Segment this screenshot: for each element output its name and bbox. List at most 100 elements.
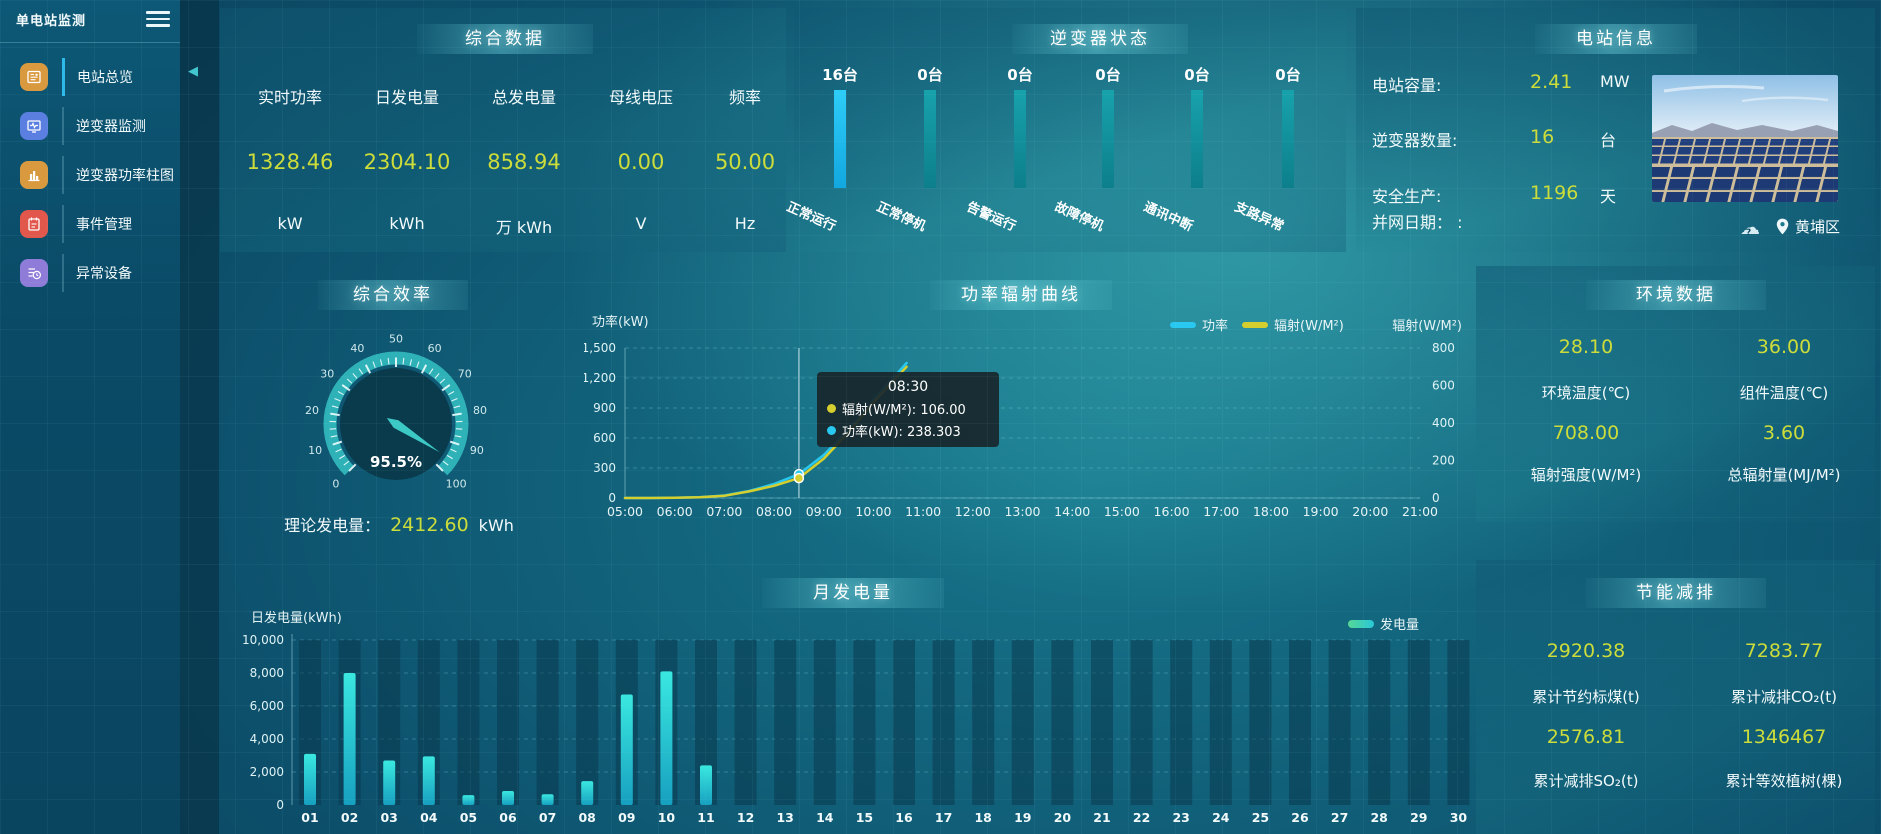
inverter-status-bar[interactable] xyxy=(834,90,846,188)
saving-cells-value: 2920.38 xyxy=(1496,640,1676,662)
event-icon xyxy=(20,209,48,238)
environment-cells-label: 总辐射量(MJ/M²) xyxy=(1694,464,1874,485)
svg-text:25: 25 xyxy=(1252,810,1269,825)
metric-value: 1328.46 xyxy=(246,150,334,174)
environment-cells-value: 28.10 xyxy=(1496,336,1676,358)
sidebar-item[interactable]: 异常设备 xyxy=(0,248,180,297)
cell-value: 36.00 xyxy=(1756,336,1812,358)
svg-text:24: 24 xyxy=(1212,810,1230,825)
inverter-status-bar[interactable] xyxy=(1014,90,1026,188)
svg-text:29: 29 xyxy=(1410,810,1427,825)
svg-text:28: 28 xyxy=(1370,810,1387,825)
panel-inverter-status: 逆变器状态 16台 正常运行 0台 正常停机 0台 告警运行 0台 故障停机 0台 通讯中断 0台支… xyxy=(784,8,1346,252)
svg-text:400: 400 xyxy=(1432,416,1455,430)
inverter-count-label: 0台 xyxy=(1275,66,1301,84)
hamburger-menu-icon[interactable] xyxy=(146,11,170,29)
sidebar-header: 单电站监测 xyxy=(0,0,180,43)
station-row-value: 2.41 xyxy=(1530,71,1573,93)
cell-label: 累计减排SO₂(t) xyxy=(1533,772,1639,790)
left-collapse-strip: ◀ xyxy=(180,0,219,834)
panel-monthly-title: 月发电量 xyxy=(762,578,944,608)
panel-station-info: 电站信息 电站容量: 2.41 MW 逆变器数量: 16 台安全生产: 1196 天并网日期：… xyxy=(1356,8,1875,252)
svg-text:21:00: 21:00 xyxy=(1402,504,1438,519)
svg-text:23: 23 xyxy=(1172,810,1189,825)
metric-value: 858.94 xyxy=(487,150,561,174)
station-row-unit: MW xyxy=(1600,72,1630,91)
monthly-ylabel: 日发电量(kWh) xyxy=(251,611,342,626)
tooltip-series-text: 功率(kW): 238.303 xyxy=(842,425,961,440)
sidebar-item[interactable]: 逆变器监测 xyxy=(0,101,180,150)
curve-yleft-title: 功率(kW) xyxy=(592,315,649,330)
environment-cells-label: 组件温度(℃) xyxy=(1694,382,1874,403)
svg-text:16: 16 xyxy=(895,810,913,825)
svg-text:14: 14 xyxy=(816,810,834,825)
power-curve-chart[interactable]: 0 300 600 900 1,200 1,500 0 200 400 600 800 05:00 06… xyxy=(584,266,1470,522)
svg-text:05:00: 05:00 xyxy=(607,504,643,519)
tooltip-time: 08:30 xyxy=(887,379,929,395)
svg-text:1,500: 1,500 xyxy=(584,341,616,355)
sidebar-item[interactable]: 逆变器功率柱图 xyxy=(0,150,180,199)
svg-text:800: 800 xyxy=(1432,341,1455,355)
cell-label: 总辐射量(MJ/M²) xyxy=(1727,466,1841,484)
station-row-value: 16 xyxy=(1530,126,1555,148)
summary-metric: 母线电压 0.00 V xyxy=(579,84,703,233)
svg-text:6,000: 6,000 xyxy=(250,699,284,713)
svg-text:22: 22 xyxy=(1133,810,1150,825)
station-info-row: 电站容量: 2.41 MW xyxy=(1372,71,1672,95)
metric-unit: kWh xyxy=(389,214,425,233)
cell-label: 组件温度(℃) xyxy=(1739,384,1829,402)
svg-text:12:00: 12:00 xyxy=(955,504,991,519)
legend-item-power[interactable]: 功率 xyxy=(1170,315,1228,334)
cell-label: 累计节约标煤(t) xyxy=(1532,688,1640,706)
svg-text:19:00: 19:00 xyxy=(1303,504,1339,519)
summary-metric: 总发电量 858.94 万 kWh xyxy=(462,84,586,238)
summary-metric: 日发电量 2304.10 kWh xyxy=(345,84,469,233)
metric-label: 日发电量 xyxy=(374,88,439,107)
svg-text:11: 11 xyxy=(697,810,714,825)
monthly-chart[interactable]: 10,000 8,000 6,000 4,000 2,000 0 01 02 03 04 05 06 0… xyxy=(220,560,1470,834)
menu-divider-bar xyxy=(62,253,64,292)
svg-text:14:00: 14:00 xyxy=(1054,504,1090,519)
theory-value: 2412.60 xyxy=(390,514,469,536)
legend-swatch-generation xyxy=(1348,619,1374,628)
metric-unit: V xyxy=(635,214,647,233)
station-row-label: 电站容量: xyxy=(1372,76,1442,95)
inverter-status-bar[interactable] xyxy=(1102,90,1114,188)
legend-item-generation[interactable]: 发电量 xyxy=(1348,614,1419,633)
legend-item-radiation[interactable]: 辐射(W/M²) xyxy=(1242,315,1344,334)
sidebar-item[interactable]: 事件管理 xyxy=(0,199,180,248)
tooltip-series-dot xyxy=(827,404,836,413)
metric-label: 母线电压 xyxy=(608,88,673,107)
svg-text:200: 200 xyxy=(1432,454,1455,468)
metric-value: 50.00 xyxy=(714,150,776,174)
inverter-status-bar[interactable] xyxy=(1282,90,1294,188)
inverter-monitor-icon xyxy=(20,111,48,140)
collapse-arrow-icon[interactable]: ◀ xyxy=(188,64,198,79)
panel-environment: 环境数据 28.10 环境温度(℃) 36.00 组件温度(℃) 708.00 辐射强度(… xyxy=(1476,266,1875,522)
curve-legend: 功率 辐射(W/M²) xyxy=(1170,315,1344,334)
inverter-status-bar[interactable] xyxy=(1191,90,1203,188)
cell-value: 2920.38 xyxy=(1546,640,1626,662)
sidebar-item[interactable]: 电站总览 xyxy=(0,52,180,101)
tooltip-row: 辐射(W/M²): 106.00 xyxy=(827,399,989,418)
svg-text:10,000: 10,000 xyxy=(242,633,284,647)
menu-divider-bar xyxy=(62,57,65,96)
cell-label: 辐射强度(W/M²) xyxy=(1530,466,1642,484)
svg-text:20:00: 20:00 xyxy=(1352,504,1388,519)
panel-power-curve: 功率辐射曲线 功率(kW) 功率 辐射(W/M²) 辐射(W/M²) 0 300 6… xyxy=(584,266,1470,522)
svg-text:26: 26 xyxy=(1291,810,1309,825)
panel-summary: 综合数据 实时功率 1328.46 kW 日发电量 2304.10 kWh 总发电量 858.… xyxy=(220,8,786,252)
panel-inverter-title: 逆变器状态 xyxy=(1012,24,1188,54)
panel-environment-title: 环境数据 xyxy=(1586,280,1766,310)
svg-text:10: 10 xyxy=(658,810,676,825)
sidebar-item-label: 异常设备 xyxy=(76,265,132,282)
cell-value: 28.10 xyxy=(1558,336,1614,358)
inverter-status-bar[interactable] xyxy=(924,90,936,188)
svg-text:50: 50 xyxy=(389,333,403,346)
efficiency-gauge[interactable]: 0 10 20 30 40 50 60 70 80 90 100 xyxy=(296,326,496,526)
svg-text:4,000: 4,000 xyxy=(250,732,284,746)
cell-label: 累计等效植树(棵) xyxy=(1725,772,1843,790)
svg-text:1,200: 1,200 xyxy=(584,371,616,385)
panel-saving-title: 节能减排 xyxy=(1586,578,1766,608)
svg-text:16:00: 16:00 xyxy=(1154,504,1190,519)
